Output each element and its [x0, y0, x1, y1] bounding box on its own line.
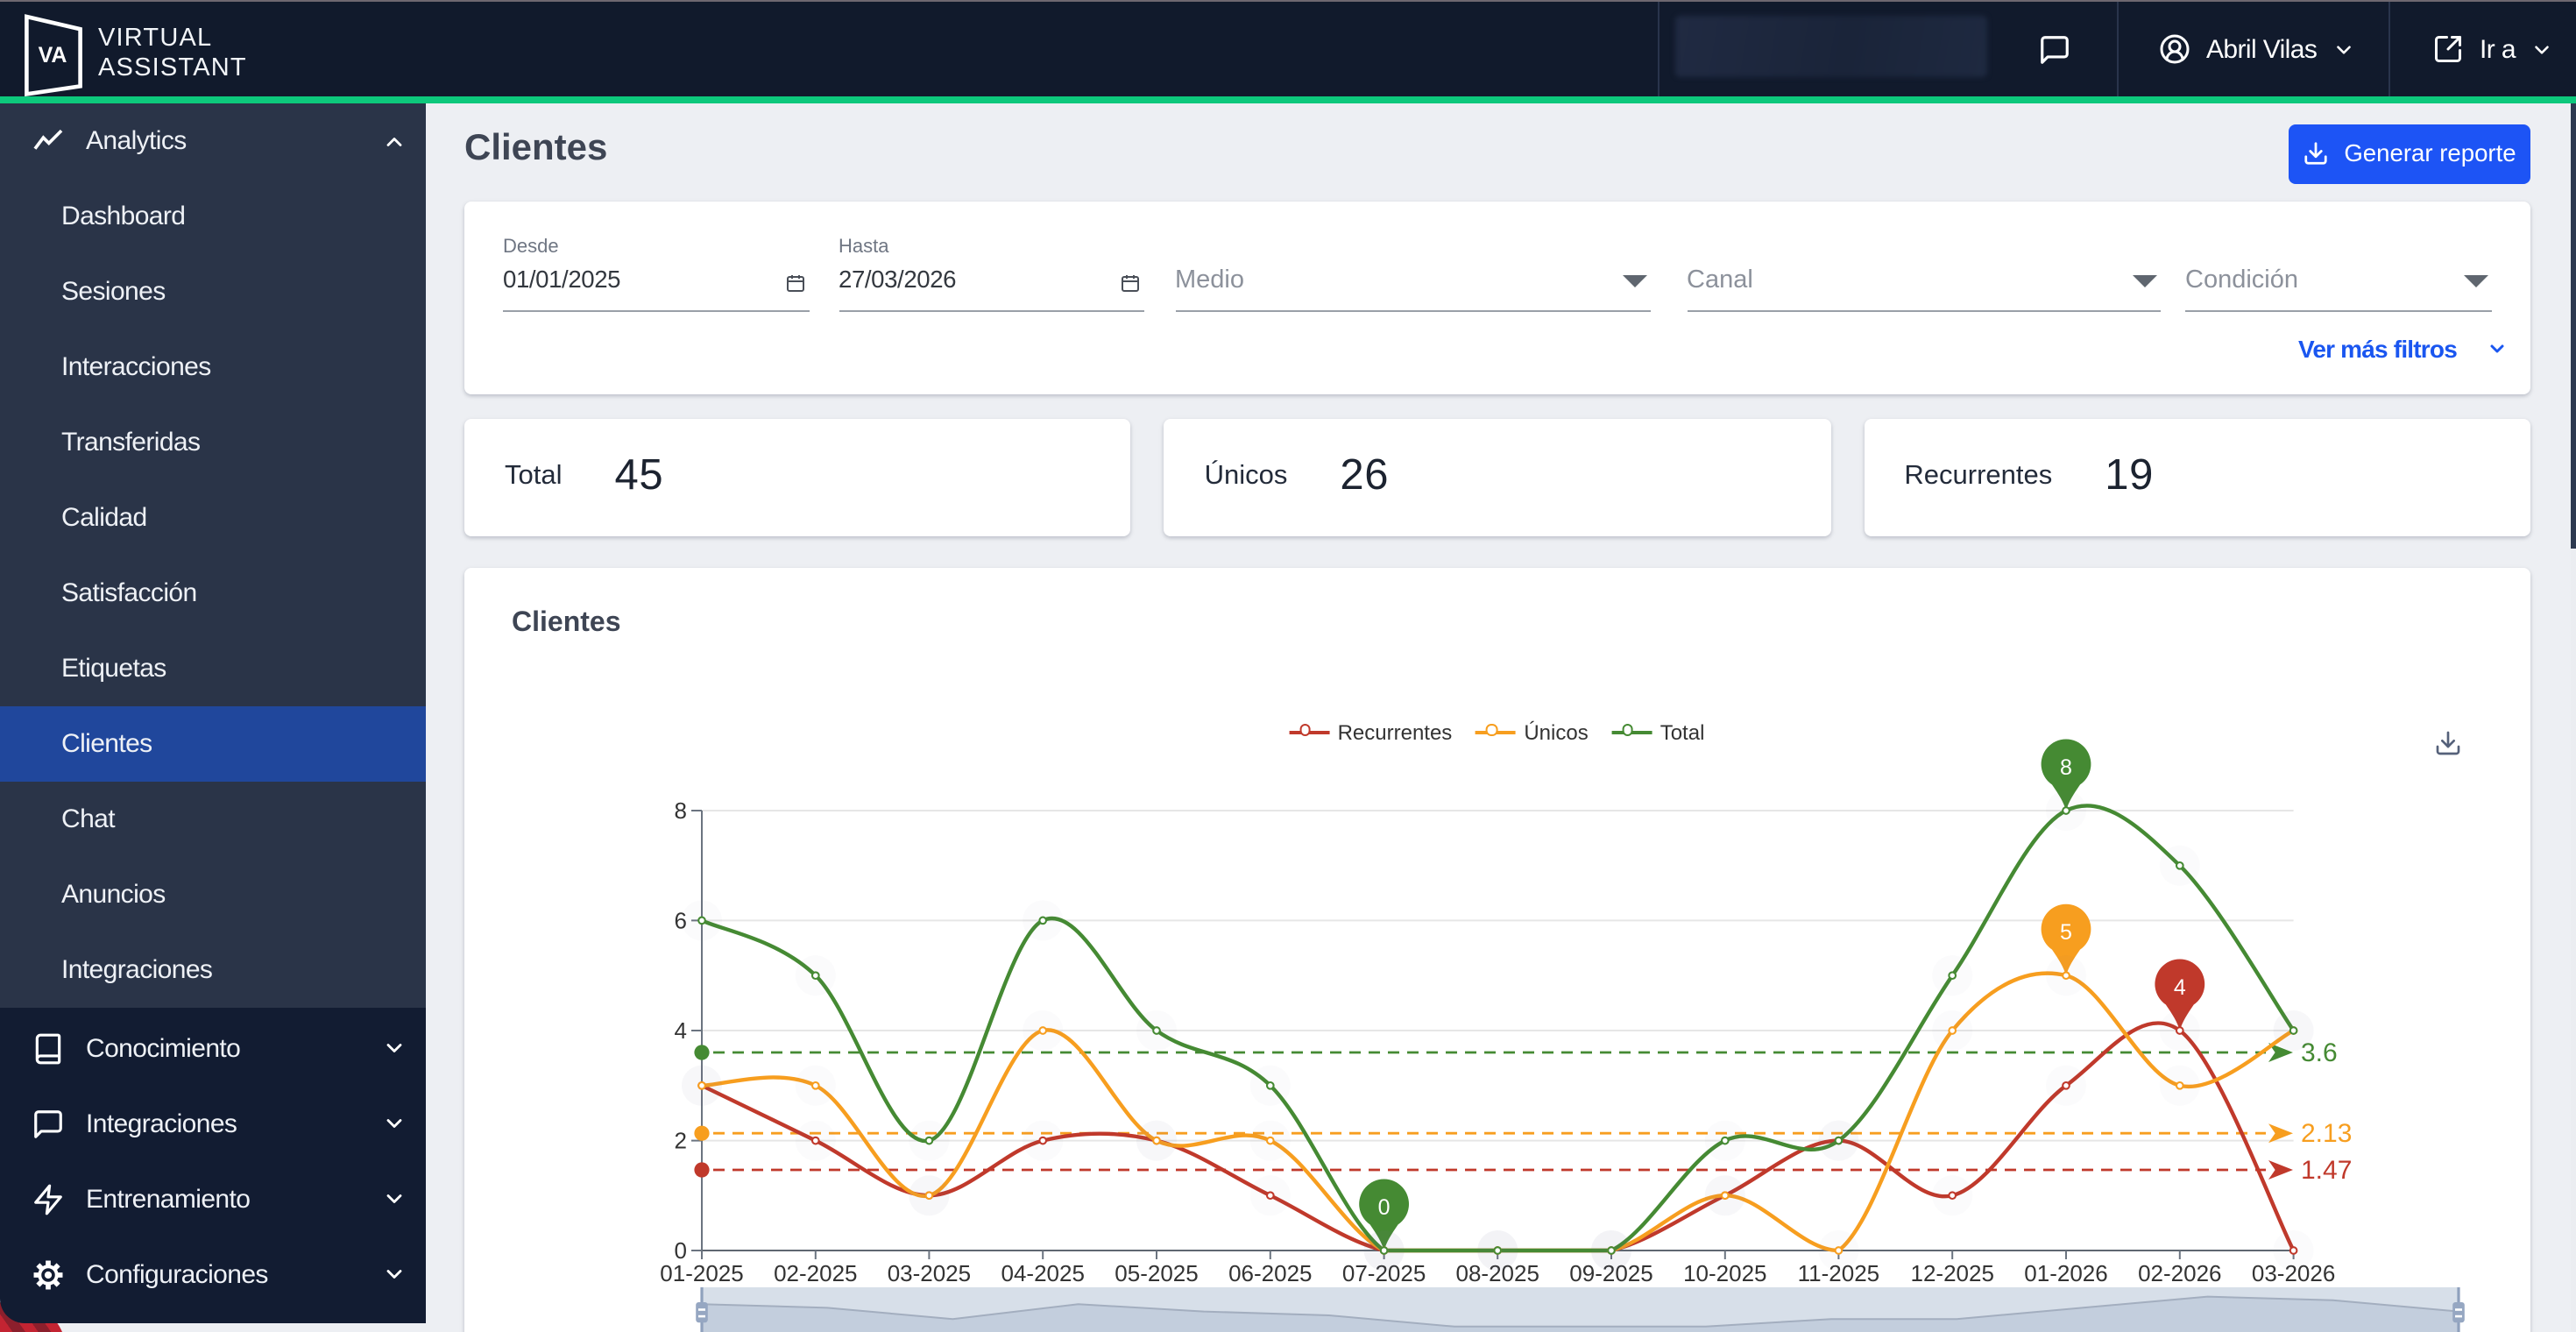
svg-text:01-2025: 01-2025 [660, 1260, 743, 1286]
svg-text:05-2025: 05-2025 [1115, 1260, 1198, 1286]
svg-text:04-2025: 04-2025 [1001, 1260, 1084, 1286]
svg-text:5: 5 [2060, 920, 2072, 945]
svg-text:0: 0 [675, 1237, 687, 1264]
svg-text:03-2026: 03-2026 [2252, 1260, 2335, 1286]
svg-text:4: 4 [675, 1017, 687, 1044]
svg-text:12-2025: 12-2025 [1910, 1260, 1993, 1286]
svg-text:10-2025: 10-2025 [1683, 1260, 1766, 1286]
svg-text:2: 2 [675, 1127, 687, 1153]
svg-text:3.6: 3.6 [2301, 1038, 2338, 1067]
svg-text:07-2025: 07-2025 [1342, 1260, 1426, 1286]
svg-text:4: 4 [2174, 975, 2186, 1000]
svg-text:03-2025: 03-2025 [888, 1260, 971, 1286]
svg-text:2.13: 2.13 [2301, 1119, 2352, 1148]
svg-text:01-2026: 01-2026 [2024, 1260, 2107, 1286]
svg-text:02-2026: 02-2026 [2138, 1260, 2221, 1286]
svg-text:08-2025: 08-2025 [1455, 1260, 1539, 1286]
svg-text:0: 0 [1378, 1195, 1391, 1220]
svg-text:09-2025: 09-2025 [1569, 1260, 1652, 1286]
svg-text:8: 8 [675, 797, 687, 824]
svg-text:6: 6 [675, 908, 687, 934]
svg-text:8: 8 [2060, 755, 2072, 780]
svg-text:1.47: 1.47 [2301, 1156, 2352, 1185]
svg-text:06-2025: 06-2025 [1228, 1260, 1312, 1286]
svg-text:VA: VA [39, 43, 67, 67]
svg-text:11-2025: 11-2025 [1798, 1260, 1880, 1286]
svg-text:02-2025: 02-2025 [774, 1260, 857, 1286]
